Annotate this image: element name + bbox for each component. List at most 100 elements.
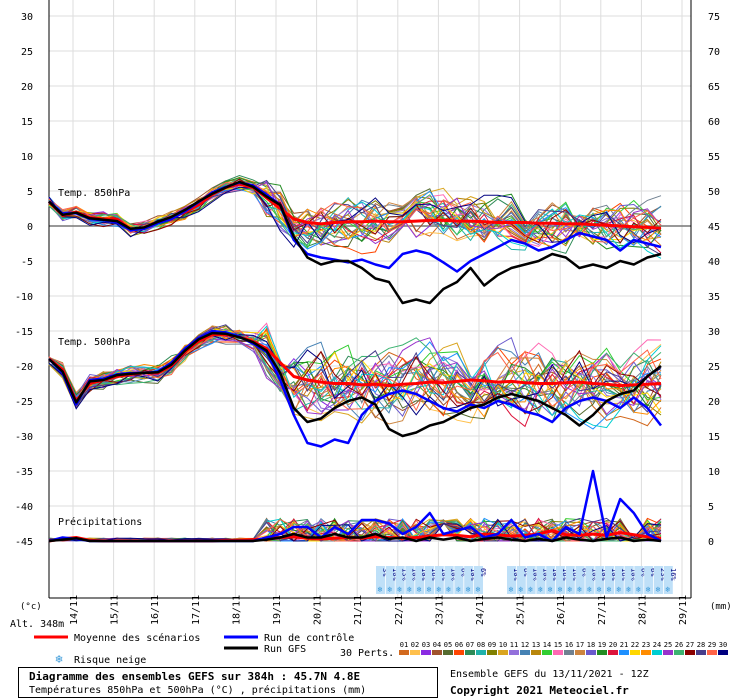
snow-risk-flake: ❄ [636,585,641,594]
legend-member-swatch [718,650,728,655]
legend-member-swatch [608,650,618,655]
snow-risk-flake: ❄ [387,585,392,594]
series-t850-gfs [48,180,662,305]
right-tick-label: 35 [708,292,720,303]
right-tick-label: 10 [708,467,720,478]
snow-risk-flake: ❄ [456,585,461,594]
left-tick-label: 15 [21,117,33,128]
snow-risk-percent: 10% [391,568,399,581]
legend-member-swatch [531,650,541,655]
legend-member-swatch [487,650,497,655]
snow-risk-cell [575,566,585,594]
copyright: Copyright 2021 Meteociel.fr [450,684,629,697]
legend-member-swatch [553,650,563,655]
legend-member-swatch [652,650,662,655]
snow-risk-cell [425,566,434,594]
snow-risk-cell [634,566,644,594]
legend-member-swatch [520,650,530,655]
snow-risk-flake: ❄ [597,585,602,594]
snow-risk-percent: 16% [430,568,438,581]
label-temp-850: Temp. 850hPa [58,188,130,199]
legend-member-number: 09 [488,641,496,649]
snow-risk-percent: 6% [459,568,467,577]
left-tick-label: 25 [21,47,33,58]
left-tick-label: 0 [27,222,33,233]
legend-mean-label: Moyenne des scénarios [74,632,200,644]
snow-risk-cell [415,566,425,594]
legend-member-swatch [619,650,629,655]
series-t500-gfs [48,331,662,438]
snow-risk-flake: ❄ [518,585,523,594]
snow-risk-flake: ❄ [558,585,563,594]
legend-member-number: 23 [642,641,650,649]
snow-risk-flake: ❄ [656,585,661,594]
left-tick-label: 20 [21,82,33,93]
member-t500-line [48,334,662,416]
legend-member-swatch [542,650,552,655]
snow-risk-cell [526,566,536,594]
snow-risk-percent: 6% [649,568,657,577]
member-t850-line [48,181,662,246]
snow-risk-flake: ❄ [616,585,621,594]
legend-member-number: 11 [510,641,518,649]
legend-member-swatch [597,650,607,655]
run-info: Ensemble GEFS du 13/11/2021 - 12Z [450,669,649,680]
legend-member-number: 03 [422,641,430,649]
legend-member-number: 05 [444,641,452,649]
snow-risk-flake: ❄ [397,585,402,594]
legend-member-number: 20 [609,641,617,649]
legend-member-number: 15 [554,641,562,649]
legend-member-number: 27 [686,641,694,649]
snow-risk-flake: ❄ [417,585,422,594]
legend-member-number: 28 [697,641,705,649]
left-tick-label: 30 [21,12,33,23]
left-tick-label: -15 [15,327,33,338]
legend-member-number: 12 [521,641,529,649]
chart-title: Diagramme des ensembles GEFS sur 384h : … [29,670,361,683]
snow-risk-flake: ❄ [427,585,432,594]
snow-risk-cell [464,566,474,594]
legend-member-number: 14 [543,641,551,649]
snow-risk-percent: 3% [381,568,389,577]
snow-risk-percent: 10% [630,568,638,581]
legend-member-number: 25 [664,641,672,649]
series-t850-contr-le [48,181,662,273]
right-tick-label: 20 [708,397,720,408]
snow-risk-percent: 16% [571,568,579,581]
legend-member-swatch [509,650,519,655]
right-tick-label: 30 [708,327,720,338]
series-pr-cip-gfs-mm [48,532,662,543]
member-t500-line [48,330,662,418]
right-tick-label: 50 [708,187,720,198]
snow-risk-flake: ❄ [476,585,481,594]
x-date-label: 20/11 [313,595,324,625]
snow-risk-flake: ❄ [538,585,543,594]
snow-risk-cell [644,566,654,594]
left-unit: (°c) [20,602,42,612]
snow-risk-percent: 10% [469,568,477,581]
left-tick-label: -5 [21,257,33,268]
member-t500-line [48,332,662,413]
legend-member-number: 16 [565,641,573,649]
snow-risk-cell [654,566,663,594]
snow-risk-percent: 16% [561,568,569,581]
legend-member-number: 04 [433,641,441,649]
x-date-label: 17/11 [191,595,202,625]
snow-risk-flake: ❄ [646,585,651,594]
legend-member-swatch [421,650,431,655]
snow-risk-cell [546,566,556,594]
legend-member-swatch [399,650,409,655]
legend-member-number: 13 [532,641,540,649]
legend-perts-label: 30 Perts. [340,648,394,659]
snow-risk-percent: 10% [450,568,458,581]
snow-risk-percent: 10% [440,568,448,581]
snow-risk-percent: 10% [590,568,598,581]
legend-member-number: 02 [411,641,419,649]
snow-risk-cell [395,566,405,594]
snow-risk-percent: 16% [620,568,628,581]
right-tick-label: 45 [708,222,720,233]
left-tick-label: -20 [15,362,33,373]
snow-risk-flake: ❄ [436,585,441,594]
snow-risk-percent: 6% [581,568,589,577]
x-date-label: 15/11 [110,595,121,625]
